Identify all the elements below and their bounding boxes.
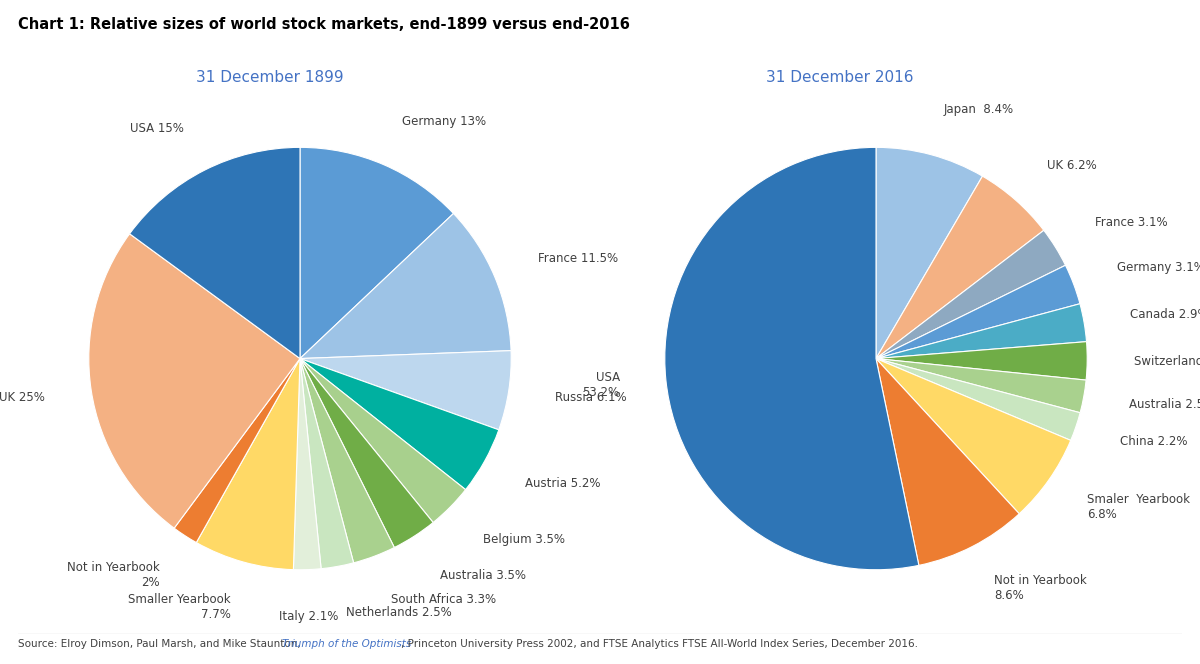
Text: , Princeton University Press 2002, and FTSE Analytics FTSE All-World Index Serie: , Princeton University Press 2002, and F… [402,639,918,649]
Wedge shape [876,359,1086,413]
Text: Belgium 3.5%: Belgium 3.5% [484,533,565,546]
Wedge shape [876,265,1080,359]
Wedge shape [300,359,466,523]
Text: USA
53.2%: USA 53.2% [582,371,619,399]
Text: Not in Yearbook
2%: Not in Yearbook 2% [67,560,160,589]
Text: UK 25%: UK 25% [0,390,46,404]
Text: Germany 3.1%: Germany 3.1% [1117,261,1200,274]
Wedge shape [876,176,1044,359]
Text: Russia 6.1%: Russia 6.1% [554,391,626,404]
Text: Netherlands 2.5%: Netherlands 2.5% [346,606,451,619]
Text: UK 6.2%: UK 6.2% [1046,159,1097,172]
Text: China 2.2%: China 2.2% [1120,435,1187,448]
Text: Australia 2.5%: Australia 2.5% [1129,398,1200,412]
Wedge shape [300,214,511,359]
Text: Smaler  Yearbook
6.8%: Smaler Yearbook 6.8% [1087,493,1190,521]
Wedge shape [293,359,322,570]
Wedge shape [876,359,1080,440]
Wedge shape [876,303,1086,359]
Wedge shape [174,359,300,542]
Wedge shape [876,359,1019,565]
Text: USA 15%: USA 15% [130,122,184,135]
Wedge shape [300,147,454,359]
Text: France 11.5%: France 11.5% [538,252,618,266]
Wedge shape [876,147,983,359]
Text: South Africa 3.3%: South Africa 3.3% [391,593,496,606]
Wedge shape [197,359,300,570]
Text: France 3.1%: France 3.1% [1094,216,1168,229]
Text: Chart 1: Relative sizes of world stock markets, end-1899 versus end-2016: Chart 1: Relative sizes of world stock m… [18,17,630,32]
Wedge shape [300,359,354,568]
Text: Smaller Yearbook
7.7%: Smaller Yearbook 7.7% [128,593,230,621]
Wedge shape [665,147,919,570]
Wedge shape [876,342,1087,380]
Wedge shape [300,359,433,548]
Wedge shape [300,351,511,430]
Text: Germany 13%: Germany 13% [402,116,486,128]
Wedge shape [876,230,1066,359]
Wedge shape [89,234,300,528]
Wedge shape [300,359,395,563]
Text: Not in Yearbook
8.6%: Not in Yearbook 8.6% [994,574,1086,602]
Wedge shape [300,359,499,489]
Text: Austria 5.2%: Austria 5.2% [526,477,601,490]
Text: Australia 3.5%: Australia 3.5% [439,568,526,582]
Text: Italy 2.1%: Italy 2.1% [280,610,338,623]
Text: Japan  8.4%: Japan 8.4% [943,104,1014,116]
Text: Canada 2.9%: Canada 2.9% [1130,308,1200,321]
Text: Triumph of the Optimists: Triumph of the Optimists [282,639,412,649]
Text: Switzerland 2.9%: Switzerland 2.9% [1134,355,1200,368]
Text: 31 December 1899: 31 December 1899 [196,70,344,85]
Text: 31 December 2016: 31 December 2016 [767,70,913,85]
Wedge shape [130,147,300,359]
Text: Source: Elroy Dimson, Paul Marsh, and Mike Staunton,: Source: Elroy Dimson, Paul Marsh, and Mi… [18,639,304,649]
Wedge shape [876,359,1070,514]
